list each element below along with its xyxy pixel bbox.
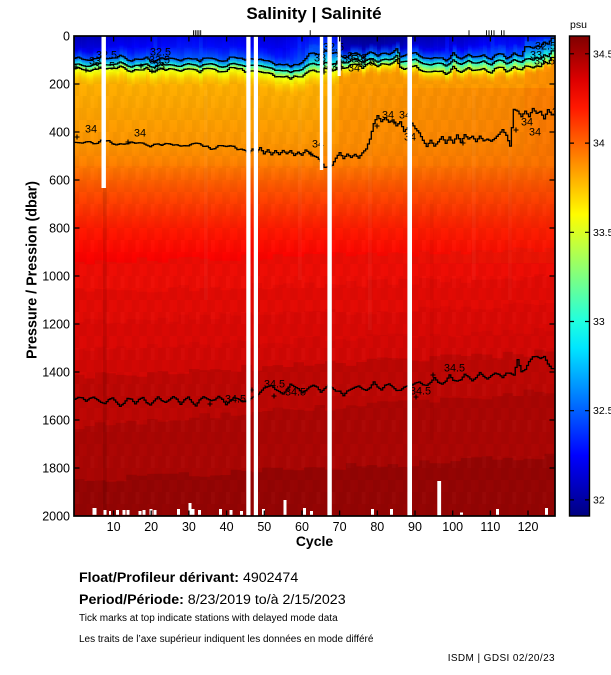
svg-text:32.5: 32.5: [96, 50, 117, 62]
svg-text:34: 34: [382, 110, 394, 122]
svg-text:34: 34: [348, 63, 360, 75]
svg-text:60: 60: [295, 520, 309, 534]
svg-text:70: 70: [333, 520, 347, 534]
svg-text:33.5: 33.5: [336, 54, 357, 66]
svg-text:34.5: 34.5: [410, 386, 431, 398]
svg-text:800: 800: [49, 221, 70, 235]
svg-text:Float/Profileur dérivant: 4902: Float/Profileur dérivant: 4902474: [79, 570, 298, 586]
svg-text:Cycle: Cycle: [296, 533, 334, 549]
svg-text:120: 120: [518, 520, 539, 534]
svg-text:32: 32: [593, 494, 605, 506]
svg-text:ISDM | GDSI 02/20/23: ISDM | GDSI 02/20/23: [448, 653, 555, 664]
svg-text:30: 30: [182, 520, 196, 534]
svg-text:Pressure / Pression (dbar): Pressure / Pression (dbar): [25, 181, 41, 359]
svg-text:34: 34: [331, 62, 343, 74]
svg-text:34: 34: [529, 127, 541, 139]
svg-text:34: 34: [85, 124, 97, 136]
svg-text:34.5: 34.5: [444, 363, 465, 375]
svg-text:1600: 1600: [42, 413, 70, 427]
svg-text:200: 200: [49, 77, 70, 91]
svg-text:34.5: 34.5: [225, 394, 246, 406]
svg-text:33: 33: [593, 316, 605, 328]
svg-text:3: 3: [361, 53, 367, 65]
svg-text:34: 34: [593, 138, 605, 150]
svg-text:90: 90: [408, 520, 422, 534]
svg-text:33.5: 33.5: [593, 227, 611, 239]
svg-text:33: 33: [530, 50, 542, 62]
svg-text:33: 33: [89, 56, 101, 68]
svg-text:34: 34: [521, 117, 533, 129]
svg-text:1800: 1800: [42, 461, 70, 475]
svg-text:32.5: 32.5: [150, 47, 171, 59]
svg-text:40: 40: [220, 520, 234, 534]
svg-text:33.5: 33.5: [149, 55, 170, 67]
svg-text:32.5: 32.5: [323, 42, 344, 54]
svg-text:32.5: 32.5: [593, 405, 611, 417]
svg-text:33.5: 33.5: [354, 57, 375, 69]
svg-text:Period/Période: 8/23/2019 to/à: Period/Période: 8/23/2019 to/à 2/15/2023: [79, 592, 346, 608]
svg-text:Salinity | Salinité: Salinity | Salinité: [246, 4, 381, 23]
svg-text:50: 50: [257, 520, 271, 534]
svg-text:80: 80: [370, 520, 384, 534]
svg-text:10: 10: [107, 520, 121, 534]
svg-text:34: 34: [552, 107, 564, 119]
svg-text:34.5: 34.5: [593, 48, 611, 60]
svg-text:20: 20: [144, 520, 158, 534]
svg-text:0: 0: [63, 29, 70, 43]
svg-text:Les traits de l’axe supérieur: Les traits de l’axe supérieur indiquent …: [79, 634, 374, 645]
svg-text:400: 400: [49, 125, 70, 139]
svg-text:1400: 1400: [42, 365, 70, 379]
svg-text:Tick marks at top indicate sta: Tick marks at top indicate stations with…: [79, 613, 338, 624]
svg-text:110: 110: [480, 520, 500, 534]
svg-text:1000: 1000: [42, 269, 70, 283]
svg-text:600: 600: [49, 173, 70, 187]
svg-text:34.5: 34.5: [264, 379, 285, 391]
svg-text:32.5: 32.5: [535, 41, 556, 53]
svg-text:2000: 2000: [42, 509, 70, 523]
svg-text:1200: 1200: [42, 317, 70, 331]
svg-text:33: 33: [347, 51, 359, 63]
svg-text:psu: psu: [570, 19, 587, 31]
svg-text:34.5: 34.5: [285, 387, 306, 399]
svg-text:34: 34: [134, 128, 146, 140]
svg-text:33.5: 33.5: [534, 56, 555, 68]
svg-text:33: 33: [153, 61, 165, 73]
svg-text:100: 100: [442, 520, 463, 534]
